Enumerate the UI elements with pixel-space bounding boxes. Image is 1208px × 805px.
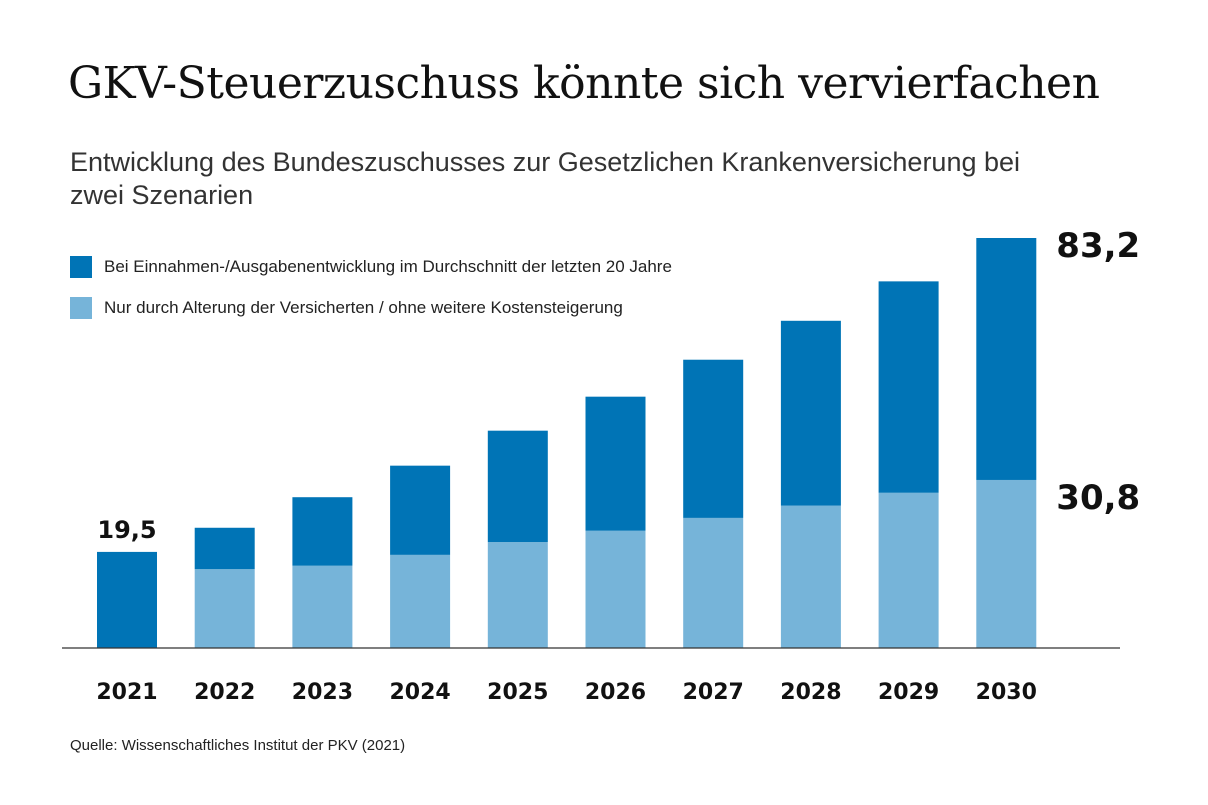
bar-dark-2021 — [97, 551, 157, 648]
bar-light-2026 — [585, 530, 646, 648]
legend-swatch-light — [70, 297, 92, 319]
bar-light-2030 — [976, 479, 1037, 648]
x-tick-label-2021: 2021 — [96, 680, 157, 705]
bar-dark-2029 — [878, 281, 939, 493]
legend: Bei Einnahmen-/Ausgabenentwicklung im Du… — [70, 256, 672, 338]
chart-title: GKV-Steuerzuschuss könnte sich vervierfa… — [68, 58, 1100, 109]
bar-dark-2028 — [780, 320, 841, 506]
chart-subtitle: Entwicklung des Bundeszuschusses zur Ges… — [70, 147, 1021, 210]
bar-light-2024 — [390, 554, 451, 648]
data-label-2030-light: 30,8 — [1056, 478, 1140, 518]
legend-label-light: Nur durch Alterung der Versicherten / oh… — [104, 298, 623, 317]
x-tick-label-2022: 2022 — [194, 680, 255, 705]
bar-dark-2022 — [194, 527, 255, 570]
bar-light-2022 — [194, 569, 255, 648]
x-tick-label-2027: 2027 — [683, 680, 744, 705]
x-tick-label-2029: 2029 — [878, 680, 939, 705]
bar-dark-2027 — [683, 359, 744, 518]
bar-dark-2026 — [585, 396, 646, 531]
legend-swatch-dark — [70, 256, 92, 278]
x-tick-label-2026: 2026 — [585, 680, 646, 705]
legend-item-dark: Bei Einnahmen-/Ausgabenentwicklung im Du… — [70, 256, 672, 278]
legend-label-dark: Bei Einnahmen-/Ausgabenentwicklung im Du… — [104, 257, 672, 276]
bar-light-2028 — [780, 505, 841, 648]
x-tick-label-2024: 2024 — [389, 680, 450, 705]
bar-dark-2023 — [292, 497, 353, 566]
bar-light-2023 — [292, 565, 353, 648]
legend-item-light: Nur durch Alterung der Versicherten / oh… — [70, 297, 672, 319]
x-tick-label-2028: 2028 — [780, 680, 841, 705]
bar-dark-2030 — [976, 238, 1037, 480]
source-note: Quelle: Wissenschaftliches Institut der … — [70, 737, 406, 754]
data-label-2030-total: 83,2 — [1056, 226, 1140, 266]
bar-dark-2024 — [390, 465, 451, 555]
x-tick-label-2025: 2025 — [487, 680, 548, 705]
bar-light-2029 — [878, 492, 939, 648]
data-label-2021: 19,5 — [97, 516, 156, 544]
bar-light-2025 — [487, 542, 548, 648]
x-tick-label-2023: 2023 — [292, 680, 353, 705]
bar-light-2027 — [683, 517, 744, 648]
bar-dark-2025 — [487, 430, 548, 543]
x-tick-label-2030: 2030 — [976, 680, 1037, 705]
